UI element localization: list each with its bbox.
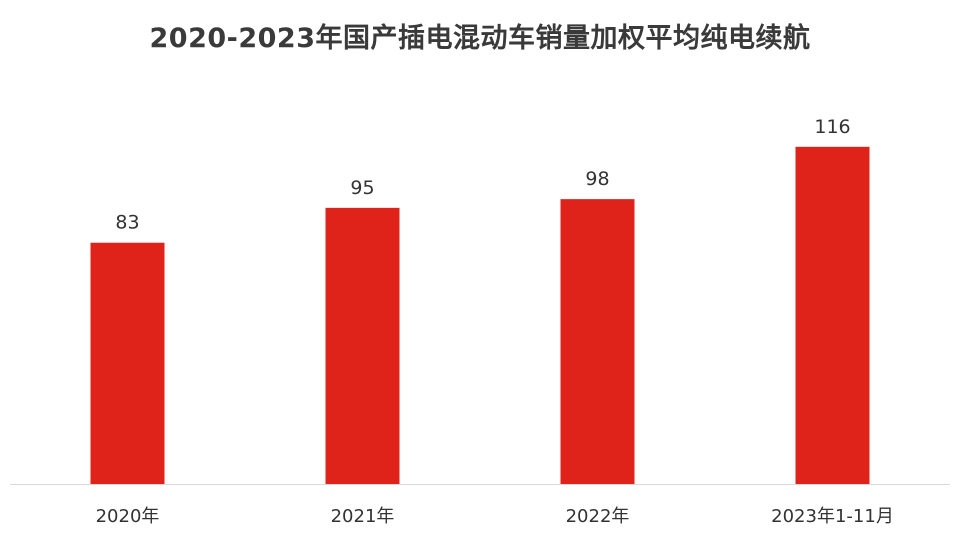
data-label-1: 95 [350,177,374,199]
x-tick-label-3: 2023年1-11月 [771,506,894,527]
chart-title: 2020-2023年国产插电混动车销量加权平均纯电续航 [149,23,811,54]
x-tick-label-2: 2022年 [566,506,630,527]
data-label-0: 83 [115,212,139,234]
bar-3 [795,146,870,485]
data-label-3: 116 [814,116,850,138]
bar-2 [560,199,635,484]
bar-1 [325,207,400,484]
bar-0 [90,242,165,484]
x-tick-label-0: 2020年 [96,506,160,527]
data-label-2: 98 [585,168,609,190]
x-tick-label-1: 2021年 [331,506,395,527]
